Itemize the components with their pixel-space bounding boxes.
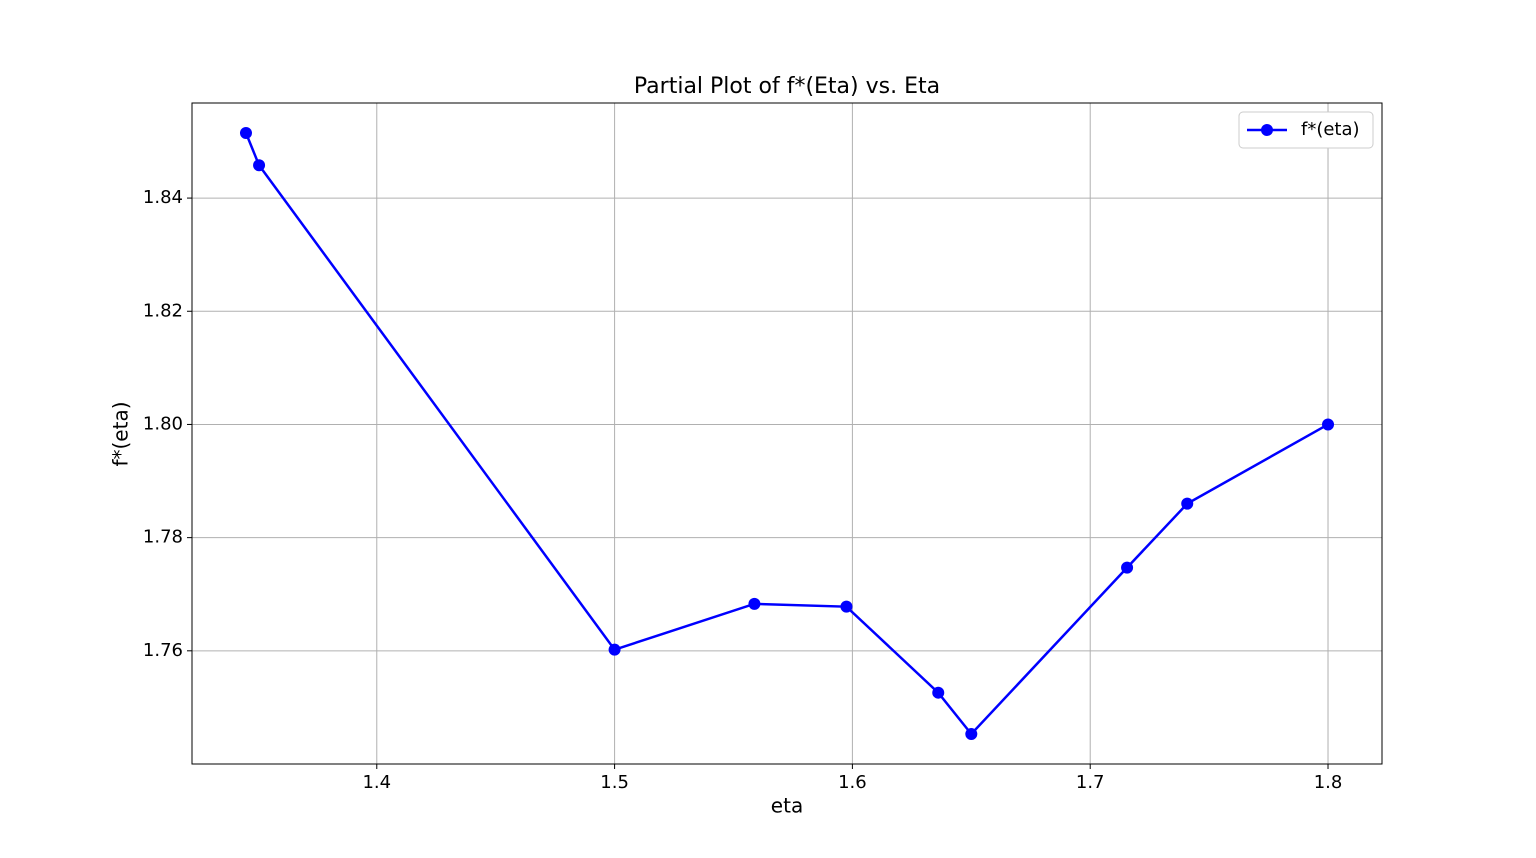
y-tick-label: 1.80 <box>143 413 183 434</box>
point <box>253 159 266 172</box>
point <box>1121 561 1134 574</box>
y-tick-label: 1.78 <box>143 527 183 548</box>
series-line <box>244 132 1329 736</box>
y-tick-label: 1.82 <box>143 300 183 321</box>
point <box>239 126 252 139</box>
point <box>840 600 853 613</box>
plot-frame <box>191 102 1383 765</box>
x-tick-label: 1.4 <box>362 772 391 793</box>
x-tick-label: 1.7 <box>1076 772 1105 793</box>
point <box>932 686 945 699</box>
point <box>1322 418 1335 431</box>
chart-title: Partial Plot of f*(Eta) vs. Eta <box>634 74 940 99</box>
y-tick-label: 1.84 <box>143 187 183 208</box>
legend-label: f*(eta) <box>1301 119 1360 140</box>
point <box>965 728 978 741</box>
x-axis-label: eta <box>771 794 803 818</box>
point <box>608 643 621 656</box>
x-tick-label: 1.8 <box>1314 772 1343 793</box>
x-tick-label: 1.6 <box>838 772 867 793</box>
legend-box <box>1238 111 1374 149</box>
y-tick-label: 1.76 <box>143 640 183 661</box>
x-tick-label: 1.5 <box>600 772 629 793</box>
legend-marker <box>1261 124 1273 136</box>
point <box>748 597 761 610</box>
y-axis-label: f*(eta) <box>109 401 133 466</box>
point <box>1181 497 1194 510</box>
